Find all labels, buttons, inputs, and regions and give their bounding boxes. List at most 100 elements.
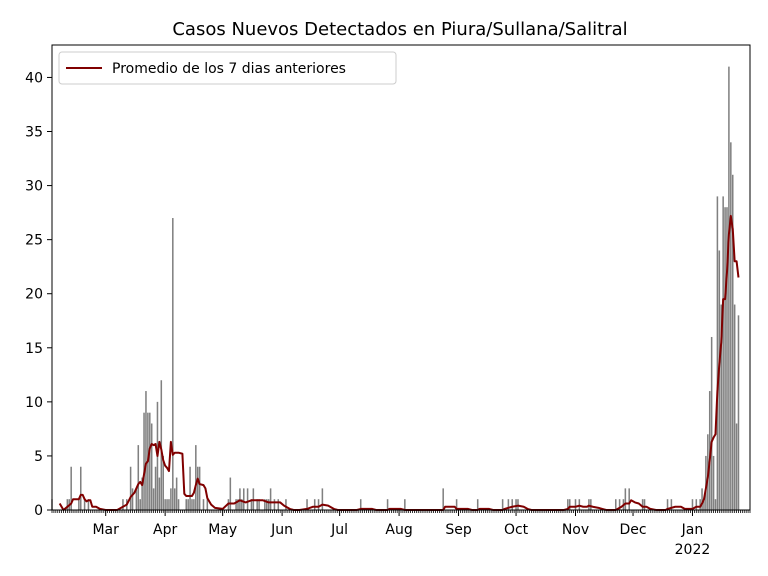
data-bar: [264, 499, 266, 510]
data-bar: [158, 477, 161, 510]
x-tick-label: Mar: [92, 522, 119, 538]
data-bar: [476, 499, 479, 510]
data-bar: [252, 488, 255, 510]
data-bar: [574, 499, 577, 510]
line-layer: [58, 214, 740, 511]
data-bar: [83, 499, 86, 510]
data-bar: [714, 499, 717, 510]
data-bar: [273, 499, 276, 510]
data-bar: [267, 499, 270, 510]
y-tick-label: 0: [34, 503, 43, 519]
data-bar: [266, 499, 268, 510]
data-bar: [708, 391, 711, 510]
data-bar: [515, 499, 517, 510]
data-bar: [145, 391, 147, 510]
y-tick-label: 15: [25, 341, 43, 357]
data-bar: [196, 466, 199, 510]
data-bar: [175, 477, 178, 510]
data-bar: [173, 488, 176, 510]
data-bar: [643, 499, 646, 510]
data-bar: [321, 488, 324, 510]
data-bar: [258, 499, 260, 510]
y-tick-label: 10: [25, 395, 43, 411]
x-tick-label: 2022: [675, 542, 711, 558]
data-bar: [722, 196, 724, 510]
data-bar: [139, 499, 141, 510]
data-bar: [141, 477, 143, 510]
data-bar: [728, 66, 730, 511]
data-bar: [229, 477, 232, 510]
data-bar: [285, 499, 287, 510]
data-bar: [242, 488, 245, 510]
data-bar: [160, 380, 163, 510]
data-bar: [129, 466, 132, 510]
y-tick-label: 20: [25, 287, 43, 303]
y-tick-label: 35: [25, 125, 43, 141]
data-bar: [731, 174, 734, 510]
data-bar: [666, 499, 669, 510]
data-bar: [246, 488, 249, 510]
data-bar: [724, 207, 726, 511]
data-bar: [87, 499, 90, 510]
data-bar: [386, 499, 389, 510]
data-bar: [624, 488, 627, 510]
data-bar: [150, 423, 153, 510]
y-tick-label: 40: [25, 70, 43, 86]
data-bar: [733, 304, 736, 510]
data-bar: [578, 499, 581, 510]
data-bar: [511, 499, 513, 510]
data-bar: [131, 488, 134, 510]
data-bar: [256, 499, 258, 510]
data-bar: [193, 499, 195, 510]
data-bar: [189, 466, 191, 510]
data-bar: [149, 412, 151, 510]
data-bar: [501, 499, 504, 510]
x-tick-label: Apr: [153, 522, 177, 538]
bar-layer: [51, 66, 740, 511]
data-bar: [177, 499, 180, 510]
data-bar: [235, 499, 237, 510]
data-bar: [170, 488, 172, 510]
data-bar: [455, 499, 458, 510]
data-bar: [162, 455, 164, 510]
data-bar: [712, 455, 715, 510]
y-tick-label: 25: [25, 233, 43, 249]
x-tick-label: Nov: [562, 522, 589, 538]
data-bar: [517, 499, 519, 510]
data-bar: [718, 250, 721, 510]
data-bar: [588, 499, 590, 510]
data-bar: [735, 423, 738, 510]
data-bar: [78, 499, 80, 510]
data-bar: [699, 499, 701, 510]
data-bar: [237, 499, 239, 510]
data-bar: [241, 499, 243, 510]
data-bar: [507, 499, 510, 510]
data-bar: [313, 499, 316, 510]
y-tick-label: 30: [25, 179, 43, 195]
data-bar: [66, 499, 69, 510]
data-bar: [137, 445, 140, 510]
data-bar: [122, 499, 124, 510]
avg-line: [58, 214, 740, 511]
axes: 0 5 10 15 20 25 30 35 40 Mar Apr May Jun Jul Aug Sep Oct…: [25, 44, 751, 558]
data-bar: [670, 499, 673, 510]
data-bar: [191, 499, 193, 510]
x-tick-label: Jun: [270, 522, 293, 538]
data-bar: [166, 499, 168, 510]
x-tick-label: Jan: [681, 522, 704, 538]
data-bar: [269, 488, 272, 510]
data-bar: [143, 412, 145, 510]
legend-box: [58, 51, 397, 85]
data-bar: [70, 466, 72, 510]
legend: Promedio de los 7 dias anteriores: [58, 51, 397, 85]
data-bar: [590, 499, 592, 510]
data-bar: [568, 499, 571, 510]
data-bar: [152, 488, 155, 510]
data-bar: [730, 142, 732, 511]
data-bar: [202, 499, 205, 510]
data-bar: [317, 499, 320, 510]
data-bar: [135, 488, 138, 510]
data-bar: [359, 499, 362, 510]
data-bar: [79, 466, 82, 510]
data-bar: [716, 196, 719, 510]
